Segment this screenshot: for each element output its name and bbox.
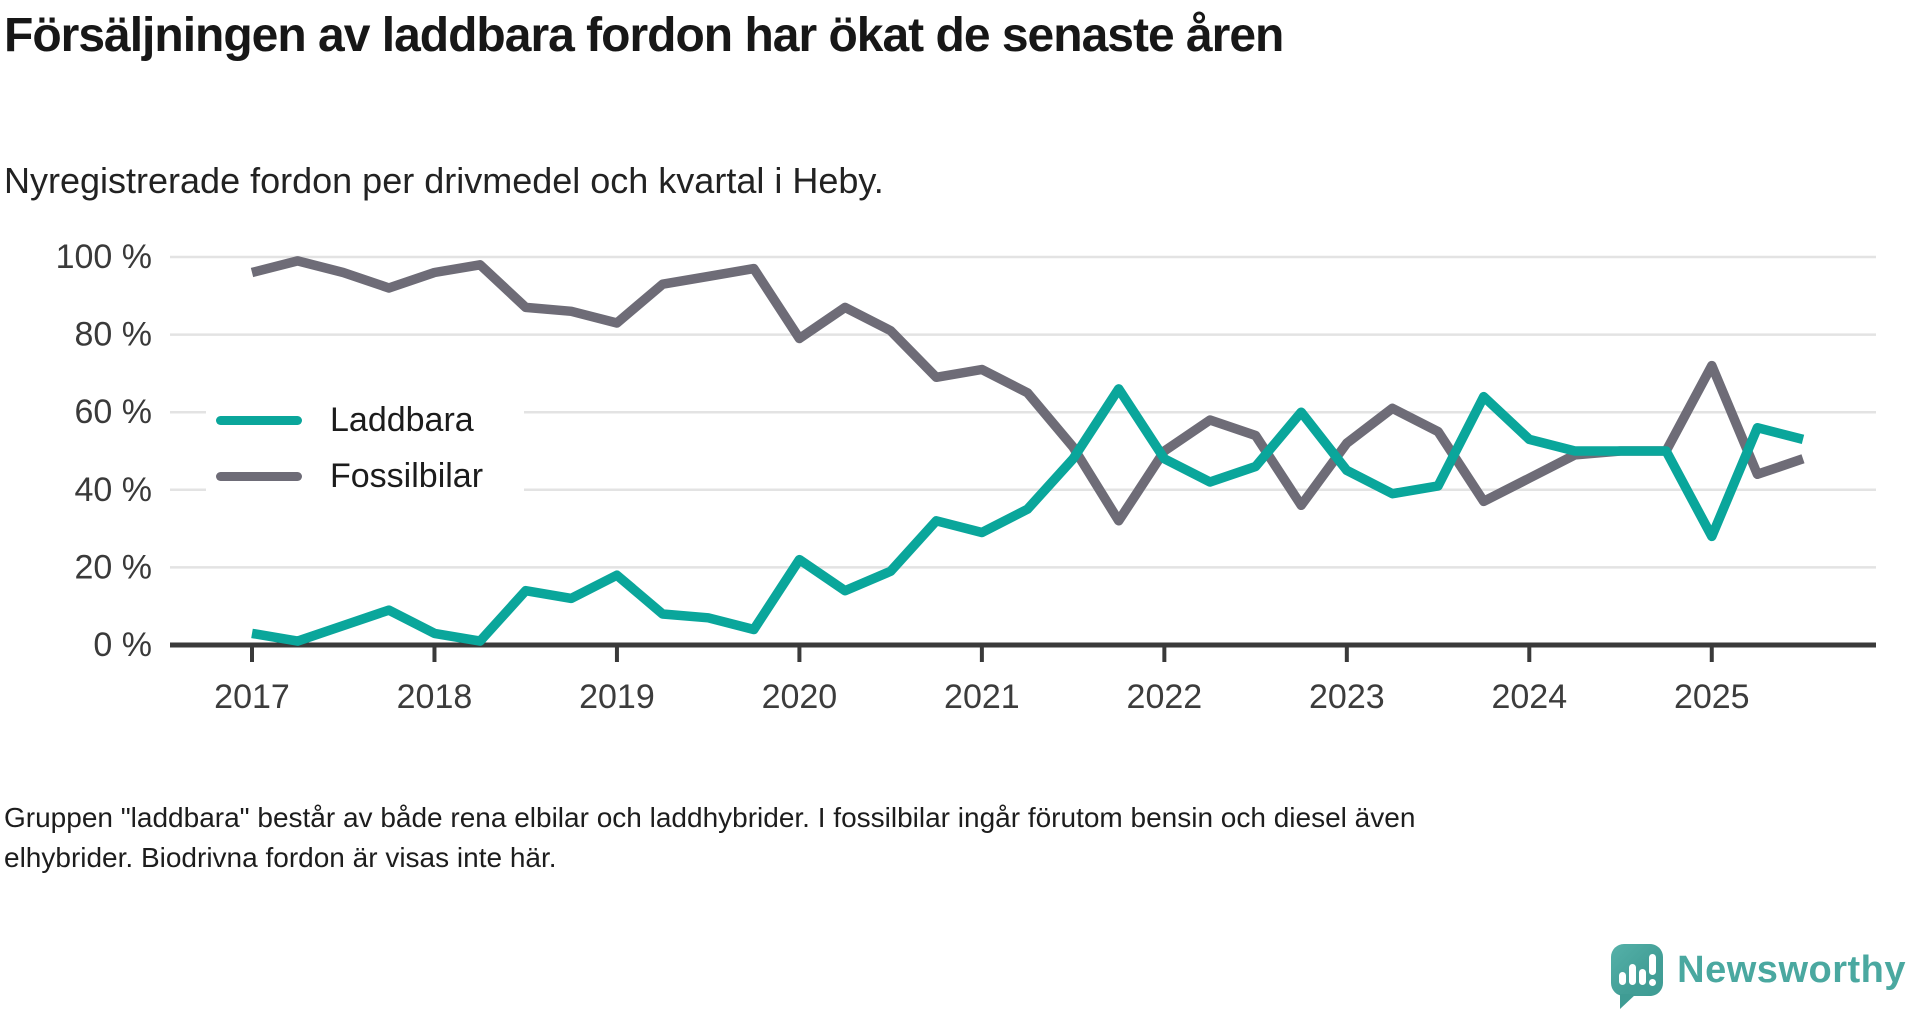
logo-exclamation-dot-icon (1649, 979, 1657, 986)
footnote: Gruppen "laddbara" består av både rena e… (4, 798, 1704, 878)
x-axis-label-2025: 2025 (1674, 678, 1750, 716)
brand-name: Newsworthy (1677, 948, 1906, 991)
legend-item-fossilbilar: Fossilbilar (206, 455, 524, 497)
legend-label-laddbara: Laddbara (330, 400, 474, 439)
x-axis-label-2022: 2022 (1127, 678, 1203, 716)
footnote-line-1: Gruppen "laddbara" består av både rena e… (4, 802, 1416, 833)
chart-title: Försäljningen av laddbara fordon har öka… (4, 9, 1284, 62)
x-axis-label-2017: 2017 (214, 678, 290, 716)
y-axis-label-20: 20 % (75, 548, 153, 586)
logo-bar-icon (1629, 964, 1637, 985)
brand: Newsworthy (1611, 944, 1906, 1009)
series-line-fossilbilar (250, 256, 1805, 526)
y-axis-label-60: 60 % (75, 393, 153, 431)
y-axis-label-100: 100 % (56, 238, 152, 276)
newsworthy-logo-icon (1611, 944, 1664, 1009)
y-axis-label-0: 0 % (93, 626, 152, 664)
logo-exclamation-icon (1649, 954, 1657, 975)
legend-label-fossilbilar: Fossilbilar (330, 456, 484, 495)
x-axis-label-2024: 2024 (1491, 678, 1567, 716)
series-line-laddbara (251, 384, 1805, 646)
footnote-line-2: elhybrider. Biodrivna fordon är visas in… (4, 842, 557, 873)
y-axis-label-40: 40 % (75, 471, 153, 509)
legend-swatch-laddbara (216, 415, 302, 425)
logo-bar-icon (1639, 969, 1647, 985)
x-axis-label-2023: 2023 (1309, 678, 1385, 716)
chart-subtitle: Nyregistrerade fordon per drivmedel och … (4, 160, 884, 201)
x-axis-label-2019: 2019 (579, 678, 655, 716)
y-axis-label-80: 80 % (75, 316, 153, 354)
legend-item-laddbara: Laddbara (206, 399, 524, 441)
logo-bar-icon (1619, 972, 1627, 985)
x-axis-label-2020: 2020 (762, 678, 838, 716)
x-axis-label-2018: 2018 (397, 678, 473, 716)
legend-swatch-fossilbilar (216, 471, 302, 481)
x-axis-label-2021: 2021 (944, 678, 1020, 716)
legend: Laddbara Fossilbilar (206, 392, 524, 504)
